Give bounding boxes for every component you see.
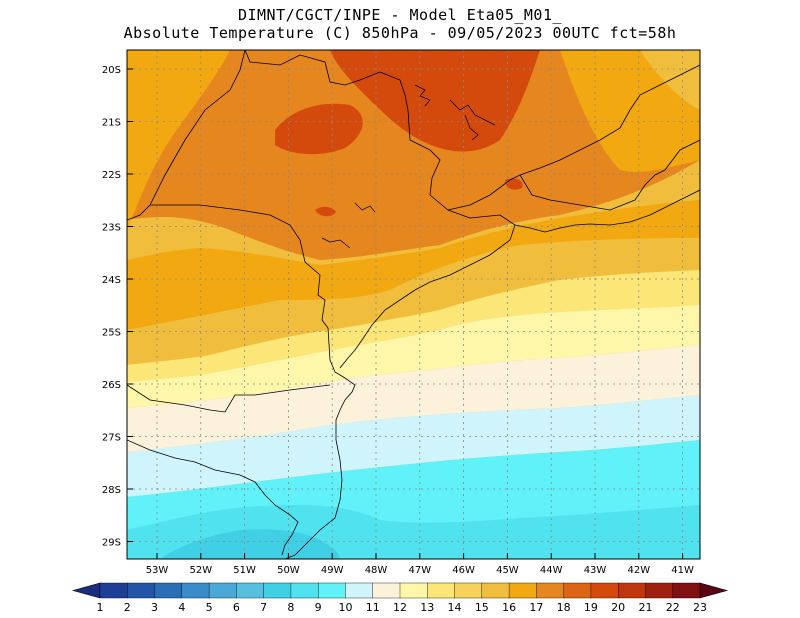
colorbar-under-arrow — [71, 582, 101, 599]
colorbar-label: 19 — [584, 601, 598, 614]
colorbar-swatch — [290, 582, 319, 599]
colorbar-label: 15 — [475, 601, 489, 614]
plot-frame — [126, 49, 701, 560]
colorbar-swatch — [563, 582, 592, 599]
lon-label: 51W — [233, 565, 256, 576]
lat-label: 20S — [102, 65, 121, 76]
lon-label: 46W — [452, 565, 475, 576]
colorbar-label: 16 — [502, 601, 516, 614]
colorbar-label: 1 — [97, 601, 104, 614]
colorbar-swatch — [481, 582, 510, 599]
colorbar-label: 23 — [693, 601, 707, 614]
lon-label: 44W — [540, 565, 563, 576]
lon-label: 48W — [365, 565, 388, 576]
colorbar-label: 21 — [638, 601, 652, 614]
colorbar-label: 6 — [233, 601, 240, 614]
colorbar-swatch — [345, 582, 374, 599]
colorbar-swatch — [236, 582, 265, 599]
lat-label: 28S — [102, 485, 121, 496]
colorbar-label: 17 — [529, 601, 543, 614]
colorbar-swatch — [427, 582, 456, 599]
colorbar-swatch — [181, 582, 210, 599]
longitude-labels: 53W 52W 51W 50W 49W 48W 47W 46W 45W 44W 43W 42W 41W — [146, 565, 694, 576]
colorbar-label: 5 — [206, 601, 213, 614]
map-title-line1: DIMNT/CGCT/INPE - Model Eta05_M01_ — [237, 6, 563, 24]
band-17 — [127, 50, 700, 260]
lat-label: 26S — [102, 380, 121, 391]
colorbar-label: 22 — [666, 601, 680, 614]
lat-label: 25S — [102, 328, 121, 339]
graticule-grid — [127, 50, 700, 559]
temperature-field — [127, 50, 700, 559]
colorbar-swatch — [99, 582, 128, 599]
colorbar-label: 14 — [448, 601, 462, 614]
colorbar-label: 7 — [260, 601, 267, 614]
colorbar-label: 11 — [366, 601, 380, 614]
colorbar-label: 9 — [315, 601, 322, 614]
map-title-line2: Absolute Temperature (C) 850hPa - 09/05/… — [123, 24, 677, 42]
colorbar-label: 2 — [124, 601, 131, 614]
lat-label: 29S — [102, 538, 121, 549]
colorbar-label: 20 — [611, 601, 625, 614]
colorbar-swatch — [154, 582, 183, 599]
colorbar-swatch — [263, 582, 292, 599]
colorbar-swatch — [645, 582, 674, 599]
lon-label: 53W — [146, 565, 169, 576]
colorbar-swatch — [508, 582, 537, 599]
colorbar-swatch — [208, 582, 237, 599]
colorbar-swatch — [590, 582, 619, 599]
lat-label: 27S — [102, 433, 121, 444]
lat-label: 22S — [102, 170, 121, 181]
colorbar-swatch — [317, 582, 346, 599]
colorbar-swatch — [372, 582, 401, 599]
lon-label: 47W — [408, 565, 431, 576]
colorbar-swatch — [127, 582, 156, 599]
political-borders — [127, 50, 700, 559]
colorbar-label: 12 — [393, 601, 407, 614]
lat-label: 21S — [102, 118, 121, 129]
colorbar: 1 2 3 4 5 6 7 8 9 10 11 12 13 14 15 16 17 18 19 20 21 22 23 — [71, 582, 729, 614]
colorbar-label: 3 — [151, 601, 158, 614]
colorbar-label: 8 — [287, 601, 294, 614]
lon-label: 45W — [496, 565, 519, 576]
lon-label: 50W — [277, 565, 300, 576]
lat-label: 23S — [102, 223, 121, 234]
lon-label: 42W — [627, 565, 650, 576]
reservoirs — [321, 84, 496, 249]
colorbar-over-arrow — [699, 582, 729, 599]
band-18 — [330, 50, 540, 152]
colorbar-label: 13 — [420, 601, 434, 614]
colorbar-label: 10 — [338, 601, 352, 614]
latitude-labels: 20S 21S 22S 23S 24S 25S 26S 27S 28S 29S — [102, 65, 121, 549]
colorbar-swatch — [399, 582, 428, 599]
colorbar-label: 18 — [557, 601, 571, 614]
colorbar-swatch — [672, 582, 701, 599]
lon-label: 52W — [189, 565, 212, 576]
colorbar-swatch — [617, 582, 646, 599]
colorbar-label: 4 — [178, 601, 185, 614]
lon-label: 43W — [584, 565, 607, 576]
lat-label: 24S — [102, 275, 121, 286]
lon-label: 49W — [321, 565, 344, 576]
colorbar-swatch — [454, 582, 483, 599]
lon-label: 41W — [671, 565, 694, 576]
colorbar-swatch — [536, 582, 565, 599]
